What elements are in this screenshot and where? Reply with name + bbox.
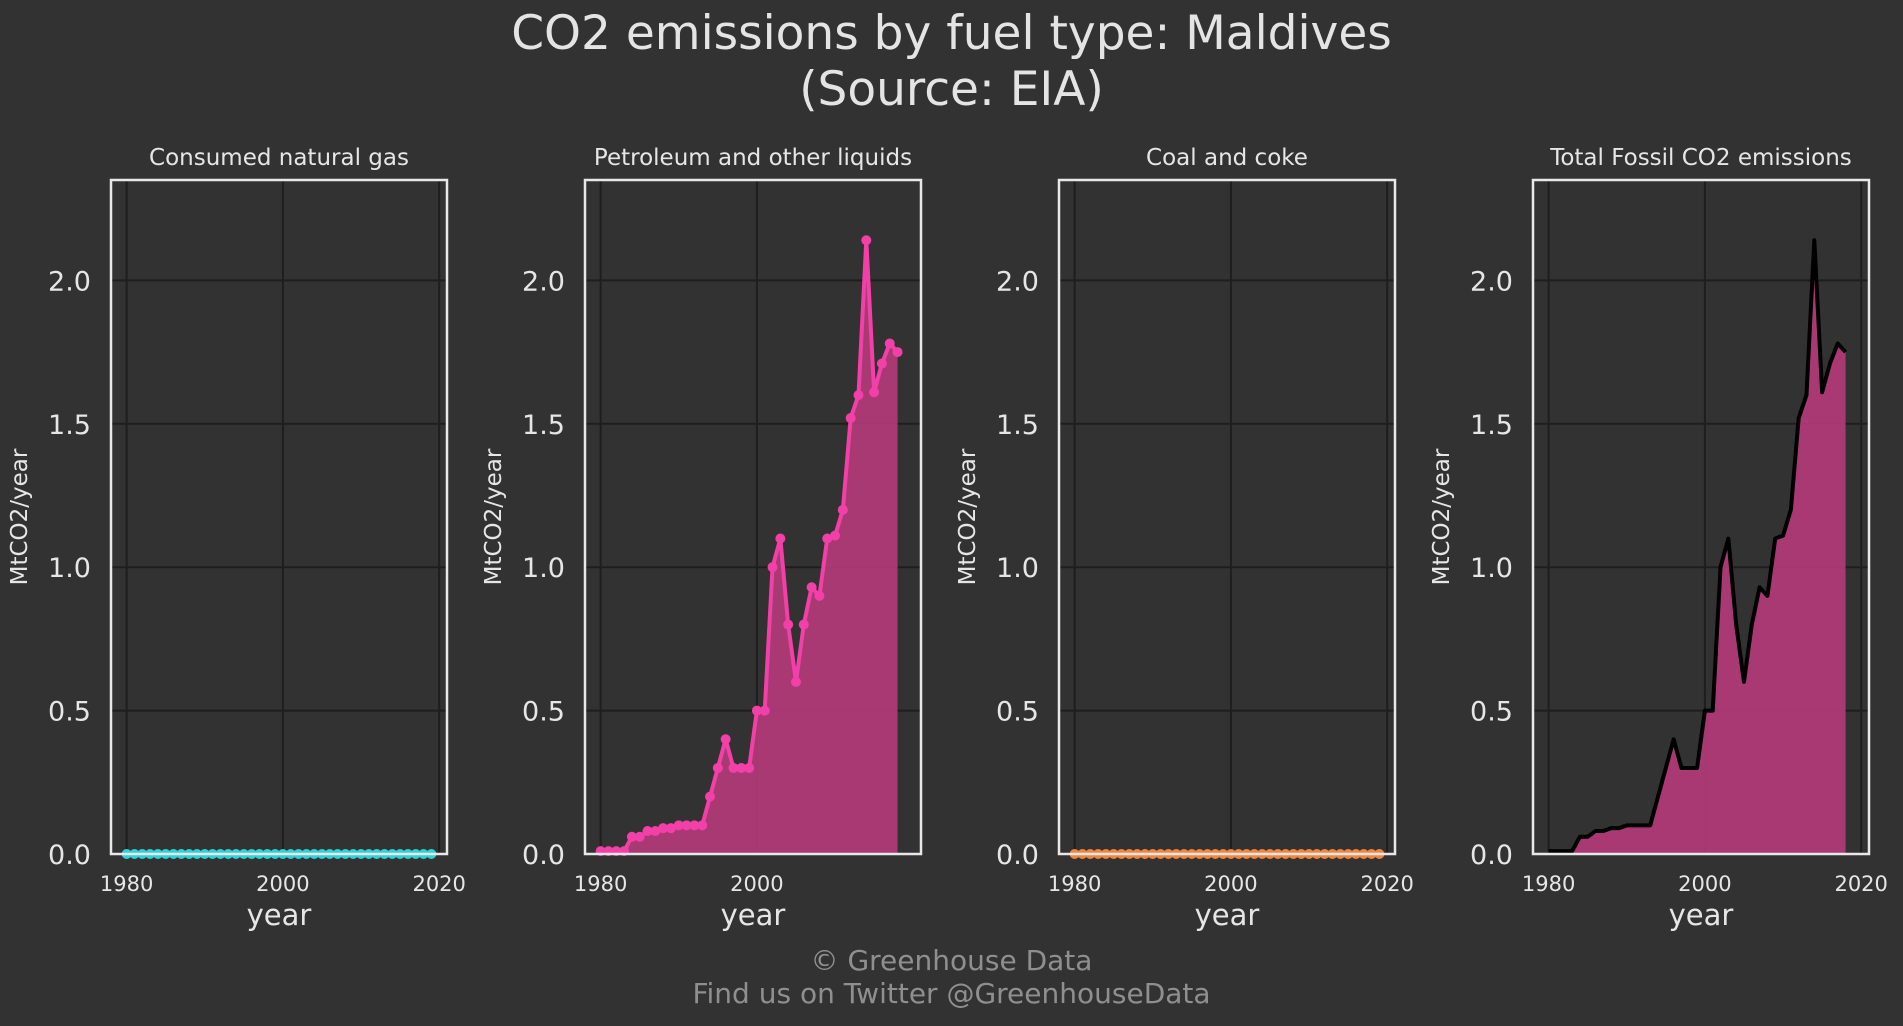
x-axis-label: year (1669, 898, 1734, 932)
data-point (697, 820, 708, 831)
y-tick-label: 0.5 (996, 697, 1039, 728)
y-axis-label: MtCO2/year (955, 448, 981, 585)
y-tick-label: 1.0 (1470, 553, 1513, 584)
y-tick-label: 2.0 (996, 266, 1039, 297)
data-point (728, 762, 739, 773)
data-point (892, 347, 903, 358)
data-point (665, 823, 676, 834)
data-point (876, 358, 887, 369)
twitter-credit-text: Find us on Twitter @GreenhouseData (692, 977, 1211, 1010)
data-point (689, 820, 700, 831)
data-point (759, 705, 770, 716)
y-tick-label: 1.0 (996, 553, 1039, 584)
data-point (884, 338, 895, 349)
data-point (790, 676, 801, 687)
data-point (744, 762, 755, 773)
y-tick-label: 1.0 (522, 553, 565, 584)
y-axis-label: MtCO2/year (1429, 448, 1455, 585)
data-point (853, 390, 864, 401)
x-tick-label: 2000 (1204, 872, 1257, 896)
y-tick-label: 0.5 (1470, 697, 1513, 728)
data-point (830, 530, 841, 541)
y-tick-label: 1.5 (48, 410, 91, 441)
series-area-fill (1548, 240, 1846, 854)
panel-title: Consumed natural gas (149, 145, 409, 171)
x-tick-label: 1980 (1048, 872, 1101, 896)
panel-petroleum-and-other-liquids: 0.0 0.5 1.0 1.5 2.0 1980 2000 Petroleum and oth… (481, 145, 923, 932)
panel-title: Coal and coke (1146, 145, 1308, 171)
data-point (720, 734, 731, 745)
y-axis-label: MtCO2/year (481, 448, 507, 585)
x-tick-label: 2000 (730, 872, 783, 896)
data-point (642, 826, 653, 837)
y-tick-label: 1.5 (522, 410, 565, 441)
panel-coal-and-coke: 0.0 0.5 1.0 1.5 2.0 1980 2000 2020 Coal and coke… (955, 145, 1414, 932)
y-tick-label: 2.0 (1470, 266, 1513, 297)
data-point (775, 533, 786, 544)
data-point (814, 590, 825, 601)
y-tick-label: 0.0 (996, 840, 1039, 871)
y-tick-label: 1.5 (1470, 410, 1513, 441)
credit-text: © Greenhouse Data (810, 944, 1093, 977)
series-line (1548, 238, 1848, 854)
x-axis-label: year (247, 898, 312, 932)
plot-frame (583, 178, 923, 856)
panel-consumed-natural-gas: 0.0 0.5 1.0 1.5 2.0 1980 2000 2020 Consumed natu… (7, 145, 466, 932)
panel-total-fossil-co2-emissions: 0.0 0.5 1.0 1.5 2.0 1980 2000 2020 Total Fossil … (1429, 145, 1888, 932)
x-tick-label: 2020 (412, 872, 465, 896)
y-tick-label: 2.0 (522, 266, 565, 297)
panel-title: Petroleum and other liquids (594, 145, 912, 171)
x-tick-label: 2020 (1834, 872, 1887, 896)
data-point (751, 705, 762, 716)
data-point (658, 823, 669, 834)
plot-frame (109, 178, 449, 856)
y-tick-label: 0.0 (522, 840, 565, 871)
figure-title-line-1: CO2 emissions by fuel type: Maldives (511, 6, 1392, 61)
x-tick-label: 1980 (574, 872, 627, 896)
panel-title: Total Fossil CO2 emissions (1549, 145, 1852, 171)
data-point (767, 562, 778, 573)
data-point (634, 831, 645, 842)
y-tick-label: 1.5 (996, 410, 1039, 441)
data-point (736, 762, 747, 773)
data-point (705, 791, 716, 802)
y-tick-label: 1.0 (48, 553, 91, 584)
x-axis-label: year (721, 898, 786, 932)
data-point (783, 619, 794, 630)
figure-title: CO2 emissions by fuel type: Maldives (So… (0, 6, 1903, 118)
data-point (650, 826, 661, 837)
figure-title-line-2: (Source: EIA) (799, 62, 1104, 117)
plot-frame (1057, 178, 1397, 856)
data-point (626, 831, 637, 842)
data-point (837, 504, 848, 515)
data-point (822, 533, 833, 544)
series-area-fill (600, 240, 898, 854)
y-tick-label: 0.5 (522, 697, 565, 728)
y-tick-label: 0.0 (1470, 840, 1513, 871)
data-point (806, 582, 817, 593)
x-tick-label: 2000 (1678, 872, 1731, 896)
data-point (861, 235, 872, 246)
data-point (798, 619, 809, 630)
plot-frame (1531, 178, 1871, 856)
data-point (712, 762, 723, 773)
x-axis-label: year (1195, 898, 1260, 932)
x-tick-label: 1980 (100, 872, 153, 896)
data-point (869, 387, 880, 398)
y-tick-label: 2.0 (48, 266, 91, 297)
x-tick-label: 2020 (1360, 872, 1413, 896)
y-tick-label: 0.0 (48, 840, 91, 871)
x-tick-label: 2000 (256, 872, 309, 896)
data-point (845, 413, 856, 424)
y-axis-label: MtCO2/year (7, 448, 33, 585)
data-point (673, 820, 684, 831)
y-tick-label: 0.5 (48, 697, 91, 728)
x-tick-label: 1980 (1522, 872, 1575, 896)
data-point (681, 820, 692, 831)
